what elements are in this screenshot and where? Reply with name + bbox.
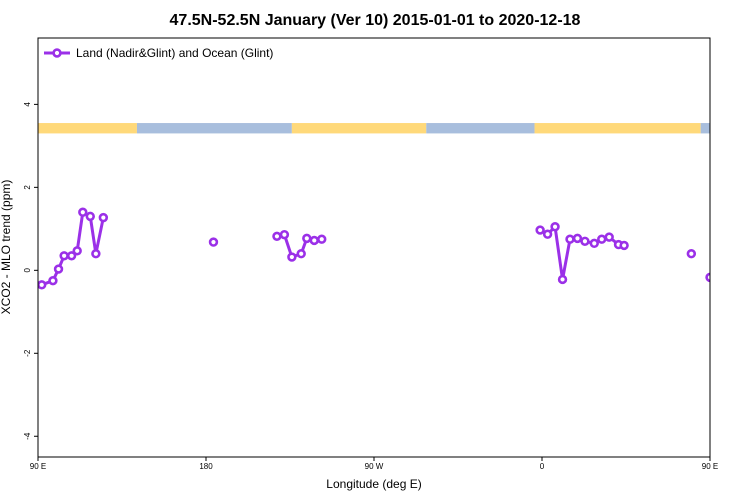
x-axis-label: Longitude (deg E) [326, 477, 421, 491]
strip-segment-ocean-5 [700, 123, 710, 134]
data-point-0-2-3 [296, 249, 306, 259]
data-point-0-0-0 [38, 280, 47, 290]
data-series [38, 207, 710, 290]
y-tick-label-2: 0 [23, 268, 32, 273]
data-point-0-2-5 [309, 235, 319, 246]
legend-label-0: Land (Nadir&Glint) and Ocean (Glint) [76, 46, 273, 60]
data-point-0-3-5 [572, 233, 583, 244]
x-axis: 90 E 180 90 W 0 90 E [30, 457, 718, 471]
x-tick-label-1: 180 [199, 462, 213, 471]
strip-segment-ocean-1 [136, 123, 292, 134]
data-point-0-0-6 [78, 207, 88, 217]
strip-segment-land-0 [38, 123, 137, 134]
y-axis-label: XCO2 - MLO trend (ppm) [0, 180, 13, 315]
x-tick-label-2: 90 W [365, 462, 384, 471]
strip-segment-land-4 [534, 123, 701, 134]
data-point-0-3-8 [597, 234, 607, 244]
data-point-0-3-1 [542, 229, 553, 239]
data-point-0-3-7 [589, 238, 599, 249]
data-point-0-3-0 [535, 225, 545, 235]
strip-segment-ocean-3 [426, 123, 535, 134]
strip-segment-land-2 [291, 123, 427, 134]
data-point-0-2-6 [317, 234, 327, 244]
data-point-0-4-0 [686, 249, 697, 259]
x-tick-label-4: 90 E [702, 462, 718, 471]
data-point-0-3-6 [580, 236, 590, 246]
legend-marker-0 [52, 48, 62, 58]
data-point-0-3-11 [619, 240, 629, 251]
data-point-0-2-2 [287, 252, 297, 262]
data-point-0-2-4 [302, 233, 312, 244]
data-point-0-3-4 [565, 234, 575, 244]
data-point-0-0-9 [98, 212, 109, 223]
y-tick-label-3: 2 [23, 185, 32, 190]
y-tick-label-1: -2 [23, 349, 32, 357]
data-point-0-0-3 [59, 251, 69, 261]
data-point-0-0-2 [53, 264, 64, 274]
data-point-0-1-0 [208, 237, 219, 247]
y-axis: -4 -2 0 2 4 [23, 102, 38, 440]
data-point-0-0-7 [85, 211, 95, 222]
legend: Land (Nadir&Glint) and Ocean (Glint) [44, 46, 273, 60]
data-point-0-3-3 [557, 274, 568, 285]
x-tick-label-0: 90 E [30, 462, 46, 471]
data-point-0-3-9 [604, 232, 614, 242]
data-point-0-2-1 [279, 229, 290, 240]
land-ocean-strip [38, 123, 710, 134]
data-point-0-2-0 [272, 231, 282, 241]
data-point-0-0-4 [66, 251, 77, 261]
data-point-0-3-2 [550, 222, 560, 232]
data-point-0-0-1 [48, 275, 58, 286]
data-point-0-0-8 [91, 249, 101, 259]
data-point-0-0-5 [72, 246, 82, 256]
chart-title: 47.5N-52.5N January (Ver 10) 2015-01-01 … [170, 12, 581, 29]
y-tick-label-4: 4 [23, 102, 32, 107]
y-tick-label-0: -4 [23, 432, 32, 440]
x-tick-label-3: 0 [540, 462, 545, 471]
